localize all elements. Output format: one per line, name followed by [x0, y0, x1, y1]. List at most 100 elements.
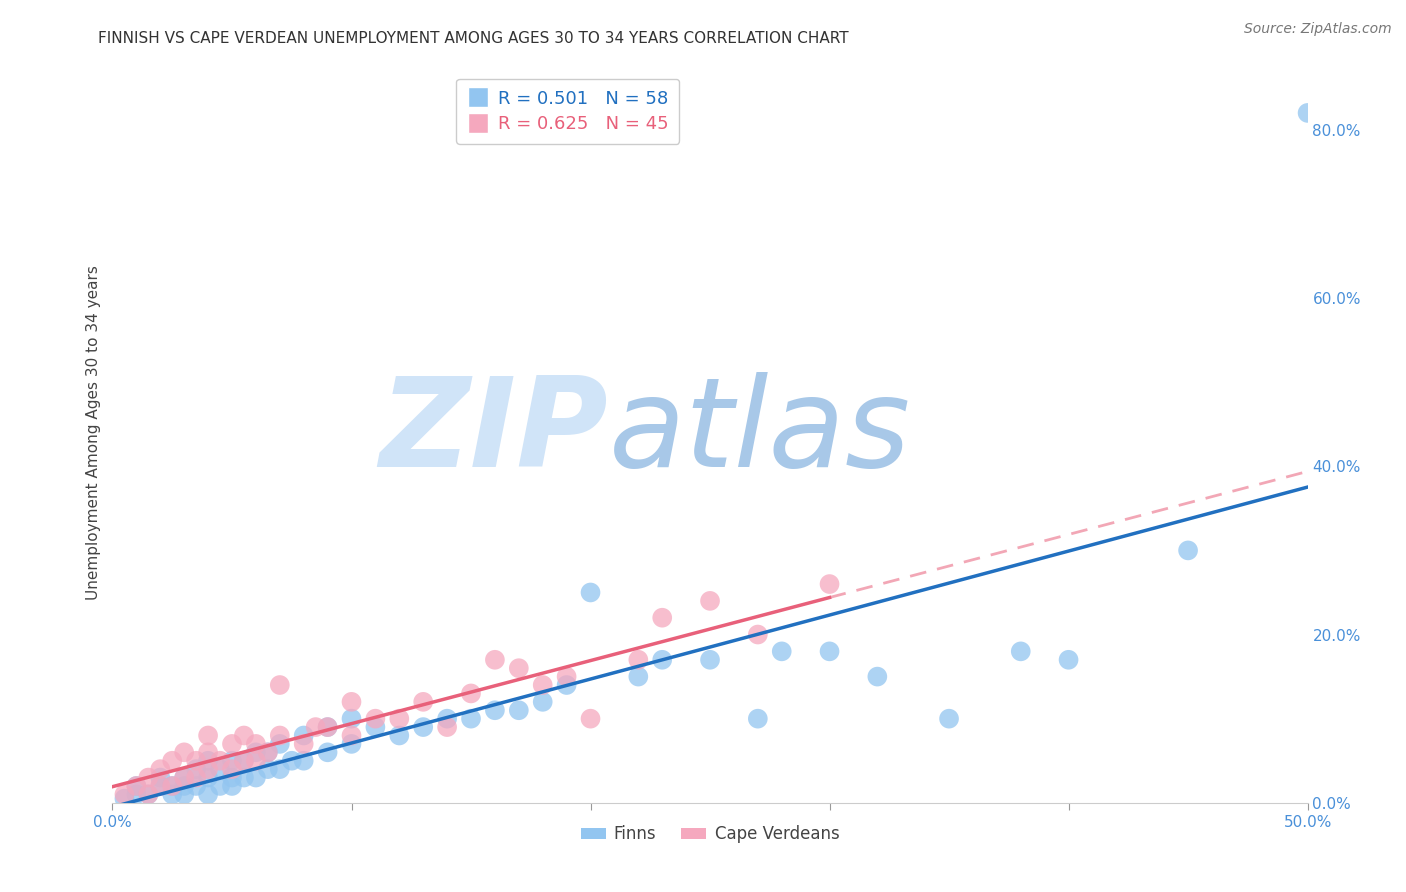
Point: [364, 712, 387, 726]
Y-axis label: Unemployment Among Ages 30 to 34 years: Unemployment Among Ages 30 to 34 years: [86, 265, 101, 600]
Point: [627, 653, 650, 667]
Text: Source: ZipAtlas.com: Source: ZipAtlas.com: [1244, 22, 1392, 37]
Point: [173, 745, 195, 759]
Point: [221, 779, 243, 793]
Point: [149, 771, 172, 785]
Legend: Finns, Cape Verdeans: Finns, Cape Verdeans: [574, 819, 846, 850]
Point: [292, 729, 315, 743]
Point: [555, 678, 578, 692]
Point: [257, 745, 280, 759]
Point: [197, 762, 219, 776]
Point: [1057, 653, 1080, 667]
Point: [292, 754, 315, 768]
Point: [221, 737, 243, 751]
Point: [484, 703, 506, 717]
Point: [257, 745, 280, 759]
Point: [221, 762, 243, 776]
Point: [149, 779, 172, 793]
Point: [269, 762, 291, 776]
Point: [281, 754, 304, 768]
Point: [508, 703, 530, 717]
Point: [412, 720, 434, 734]
Point: [209, 762, 232, 776]
Point: [484, 653, 506, 667]
Point: [388, 712, 411, 726]
Point: [316, 720, 339, 734]
Point: [699, 653, 721, 667]
Point: [138, 771, 160, 785]
Text: FINNISH VS CAPE VERDEAN UNEMPLOYMENT AMONG AGES 30 TO 34 YEARS CORRELATION CHART: FINNISH VS CAPE VERDEAN UNEMPLOYMENT AMO…: [98, 31, 849, 46]
Point: [305, 720, 328, 734]
Point: [186, 754, 208, 768]
Point: [269, 678, 291, 692]
Point: [245, 737, 267, 751]
Point: [197, 754, 219, 768]
Point: [555, 670, 578, 684]
Point: [138, 788, 160, 802]
Point: [233, 754, 256, 768]
Point: [818, 577, 841, 591]
Point: [269, 729, 291, 743]
Point: [579, 712, 602, 726]
Point: [162, 754, 183, 768]
Point: [257, 762, 280, 776]
Point: [173, 771, 195, 785]
Point: [364, 720, 387, 734]
Point: [233, 754, 256, 768]
Point: [340, 695, 363, 709]
Point: [269, 737, 291, 751]
Point: [209, 779, 232, 793]
Point: [627, 670, 650, 684]
Point: [173, 771, 195, 785]
Text: ZIP: ZIP: [380, 372, 609, 493]
Point: [138, 788, 160, 802]
Point: [186, 771, 208, 785]
Point: [412, 695, 434, 709]
Point: [316, 720, 339, 734]
Point: [460, 712, 482, 726]
Point: [173, 788, 195, 802]
Point: [818, 644, 841, 658]
Point: [747, 627, 769, 641]
Point: [114, 788, 135, 802]
Point: [186, 779, 208, 793]
Point: [197, 745, 219, 759]
Point: [508, 661, 530, 675]
Point: [221, 771, 243, 785]
Point: [197, 788, 219, 802]
Point: [651, 610, 673, 624]
Point: [436, 712, 458, 726]
Point: [1296, 106, 1319, 120]
Point: [651, 653, 673, 667]
Point: [221, 754, 243, 768]
Point: [209, 754, 232, 768]
Point: [579, 585, 602, 599]
Point: [340, 729, 363, 743]
Point: [173, 779, 195, 793]
Point: [747, 712, 769, 726]
Point: [233, 729, 256, 743]
Point: [292, 737, 315, 751]
Point: [197, 729, 219, 743]
Text: atlas: atlas: [609, 372, 911, 493]
Point: [1177, 543, 1199, 558]
Point: [125, 788, 148, 802]
Point: [938, 712, 960, 726]
Point: [699, 594, 721, 608]
Point: [316, 745, 339, 759]
Point: [340, 712, 363, 726]
Point: [162, 788, 183, 802]
Point: [866, 670, 889, 684]
Point: [531, 695, 554, 709]
Point: [245, 771, 267, 785]
Point: [197, 771, 219, 785]
Point: [149, 779, 172, 793]
Point: [149, 762, 172, 776]
Point: [770, 644, 793, 658]
Point: [162, 779, 183, 793]
Point: [531, 678, 554, 692]
Point: [125, 779, 148, 793]
Point: [436, 720, 458, 734]
Point: [162, 779, 183, 793]
Point: [114, 791, 135, 805]
